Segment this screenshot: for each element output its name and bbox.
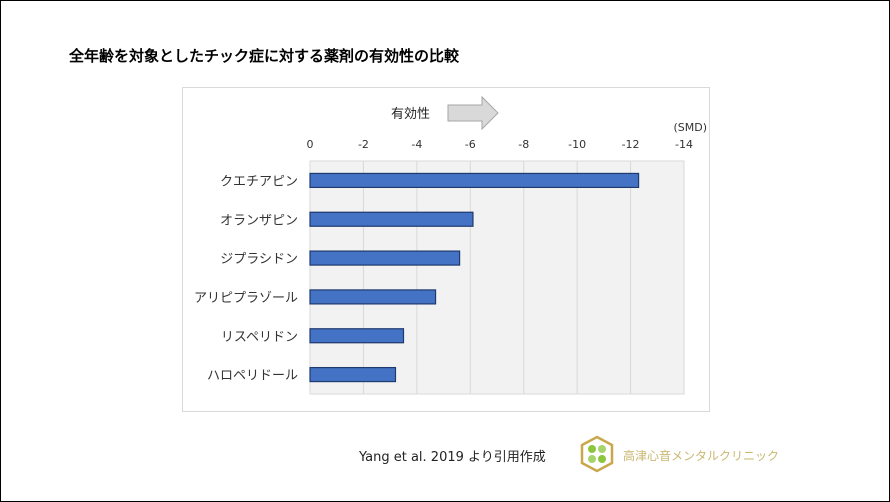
chart-frame [182,87,710,412]
plot-area [309,160,685,395]
x-tick-label: -4 [411,138,422,151]
x-tick-label: -8 [518,138,529,151]
category-label: オランザピン [220,213,298,228]
arrow-right-icon [447,95,499,131]
bar [309,250,461,266]
category-label: クエチアピン [220,174,298,189]
x-tick-label: -10 [568,138,586,151]
bar [309,289,437,305]
bar [309,211,474,227]
clinic-logo-icon [580,435,614,473]
citation: Yang et al. 2019 より引用作成 [359,450,546,465]
unit-label: (SMD) [673,121,707,134]
category-label: リスペリドン [221,330,298,345]
bar [309,172,640,189]
category-label: アリピプラゾール [194,291,298,306]
effectiveness-label: 有効性 [391,107,430,122]
x-tick-label: -6 [465,138,476,151]
slide-title: 全年齢を対象としたチック症に対する薬剤の有効性の比較 [69,47,460,65]
bar [309,328,405,344]
bar [309,366,397,383]
category-label: ハロペリドール [207,369,298,384]
x-tick-label: -14 [675,138,693,151]
clinic-name: 高津心音メンタルクリニック [623,449,780,463]
x-tick-label: -2 [358,138,369,151]
x-tick-label: -12 [622,138,640,151]
category-label: ジプラシドン [220,252,298,267]
x-tick-label: 0 [307,138,314,151]
